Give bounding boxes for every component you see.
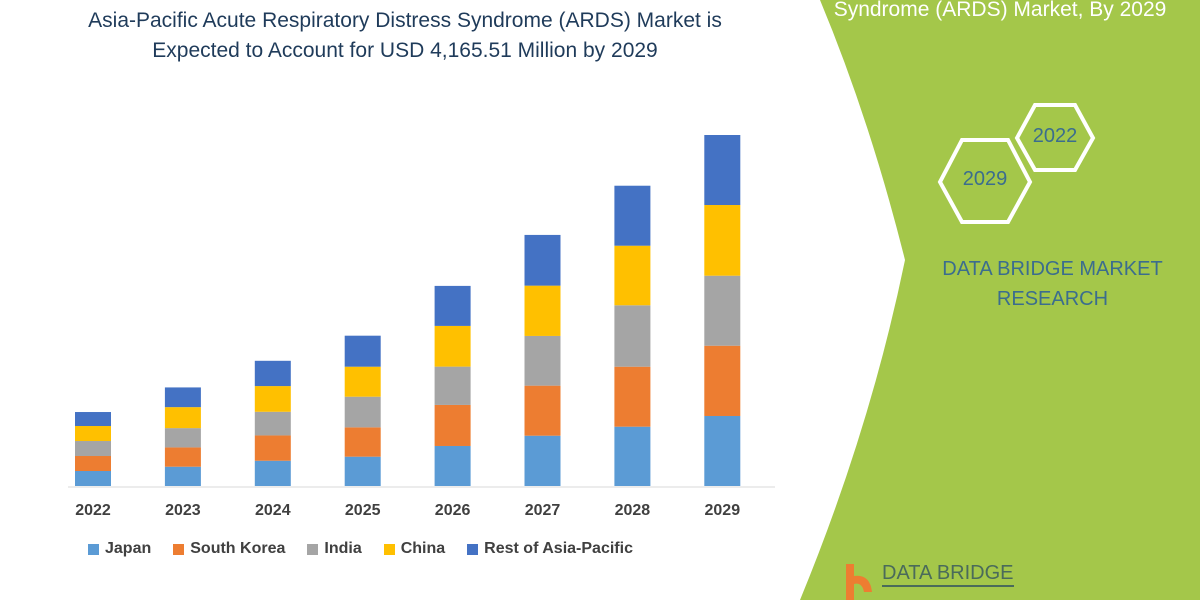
legend-swatch xyxy=(173,543,185,555)
legend-label: China xyxy=(400,540,446,557)
legend-item: South Korea xyxy=(173,540,285,558)
bar-segment-2027-rest-of-asia-pacific xyxy=(524,234,561,286)
legend-label: Japan xyxy=(105,540,152,557)
legend-item: China xyxy=(383,540,446,558)
bar-segment-2024-rest-of-asia-pacific xyxy=(254,360,291,387)
bar-segment-2023-china xyxy=(164,407,201,429)
bar-segment-2024-india xyxy=(254,411,291,436)
brand-line1: DATA BRIDGE MARKET xyxy=(942,258,1163,280)
bar-segment-2026-japan xyxy=(434,445,471,486)
legend-item: Japan xyxy=(88,540,151,558)
data-bridge-logo: DATA BRIDGE xyxy=(840,562,1014,600)
green-side-panel xyxy=(800,0,1200,600)
bar-segment-2029-japan xyxy=(704,415,741,486)
bar-segment-2025-japan xyxy=(344,456,381,486)
hex-label-2022: 2022 xyxy=(1032,125,1078,147)
bar-segment-2027-china xyxy=(524,285,561,336)
brand-line2: RESEARCH xyxy=(996,288,1109,310)
bar-segment-2022-india xyxy=(75,441,111,457)
chart-title-line1: Asia-Pacific Acute Respiratory Distress … xyxy=(88,9,722,32)
bar-segment-2022-japan xyxy=(75,471,111,486)
bar-segment-2026-india xyxy=(434,366,471,405)
bar-segment-2028-india xyxy=(614,305,651,367)
bar-segment-2027-south-korea xyxy=(524,385,561,436)
bar-segment-2028-south-korea xyxy=(614,366,651,427)
logo-text: DATA BRIDGE xyxy=(882,562,1014,587)
bar-segment-2022-south-korea xyxy=(75,456,111,472)
bar-segment-2026-china xyxy=(434,325,471,367)
bar-segment-2023-rest-of-asia-pacific xyxy=(164,387,201,408)
legend: Japan South Korea India China Rest of Asia-P… xyxy=(88,540,633,558)
hexagon-2029 xyxy=(937,138,1033,224)
bar-segment-2025-china xyxy=(344,366,381,397)
x-tick-label: 2022 xyxy=(75,502,111,519)
legend-swatch xyxy=(467,543,479,555)
brand-text: DATA BRIDGE MARKET RESEARCH xyxy=(925,254,1180,314)
bar-segment-2029-china xyxy=(704,205,741,276)
bar-segment-2029-south-korea xyxy=(704,345,741,416)
bar-segment-2025-south-korea xyxy=(344,427,381,457)
x-tick-label: 2025 xyxy=(344,502,381,519)
bar-segment-2023-japan xyxy=(164,466,201,486)
hexagon-2022 xyxy=(1014,103,1096,172)
bar-segment-2029-india xyxy=(704,275,741,346)
bar-segment-2023-south-korea xyxy=(164,447,201,467)
bar-segment-2026-south-korea xyxy=(434,404,471,446)
bar-segment-2023-india xyxy=(164,428,201,448)
hex-label-2029: 2029 xyxy=(962,168,1008,190)
bar-segment-2024-south-korea xyxy=(254,435,291,461)
bar-segment-2024-china xyxy=(254,386,291,412)
bar-segment-2028-japan xyxy=(614,426,651,486)
bar-segment-2025-rest-of-asia-pacific xyxy=(344,335,381,367)
legend-swatch xyxy=(307,543,319,555)
bar-segment-2028-china xyxy=(614,245,651,306)
x-tick-label: 2029 xyxy=(704,502,741,519)
legend-swatch xyxy=(383,543,395,555)
bar-segment-2025-india xyxy=(344,396,381,428)
bar-segment-2022-china xyxy=(75,426,111,442)
bar-segment-2029-rest-of-asia-pacific xyxy=(704,135,741,206)
logo-mark-icon xyxy=(846,564,872,600)
legend-item: India xyxy=(307,540,362,558)
x-tick-label: 2023 xyxy=(165,502,201,519)
x-tick-label: 2028 xyxy=(614,502,651,519)
legend-swatch xyxy=(88,543,99,555)
x-tick-label: 2027 xyxy=(524,502,561,519)
bar-segment-2027-india xyxy=(524,335,561,386)
legend-label: South Korea xyxy=(190,540,286,557)
bar-segment-2022-rest-of-asia-pacific xyxy=(75,412,111,427)
chart-title-line2: Expected to Account for USD 4,165.51 Mil… xyxy=(152,39,658,62)
legend-label: Rest of Asia-Pacific xyxy=(484,540,633,557)
x-tick-label: 2026 xyxy=(434,502,471,519)
bar-segment-2028-rest-of-asia-pacific xyxy=(614,185,651,246)
legend-item: Rest of Asia-Pacific xyxy=(467,540,633,558)
side-panel-title: Syndrome (ARDS) Market, By 2029 xyxy=(833,0,1167,21)
legend-label: India xyxy=(324,540,362,557)
bar-segment-2024-japan xyxy=(254,460,291,486)
bar-segment-2026-rest-of-asia-pacific xyxy=(434,285,471,326)
chart-title: Asia-Pacific Acute Respiratory Distress … xyxy=(40,6,770,66)
bars-group xyxy=(75,135,741,486)
x-tick-label: 2024 xyxy=(255,502,291,519)
bar-segment-2027-japan xyxy=(524,435,561,486)
